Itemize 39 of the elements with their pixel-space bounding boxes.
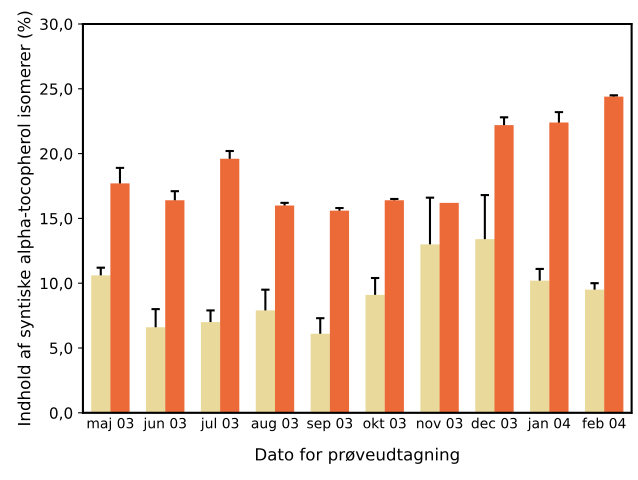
x-tick-label: aug 03	[252, 418, 298, 432]
y-tick-label: 20,0	[40, 148, 72, 162]
x-tick-label: dec 03	[472, 418, 517, 428]
bar	[549, 122, 569, 413]
bar	[330, 210, 350, 413]
bar	[146, 327, 166, 413]
bar	[220, 158, 240, 413]
bar	[475, 239, 494, 413]
x-tick-label: feb 04	[582, 418, 626, 428]
y-tick-label: 10,0	[40, 278, 72, 291]
y-tick-label: 0,0	[50, 407, 72, 420]
bar	[494, 125, 514, 413]
y-tick-label: 5,0	[50, 342, 72, 356]
bar	[310, 334, 330, 413]
bar	[440, 202, 459, 413]
x-tick-label: jan 04	[527, 418, 570, 432]
y-tick-label: 15,0	[40, 212, 72, 226]
bar	[256, 310, 275, 413]
x-tick-label: maj 03	[88, 418, 134, 432]
bar	[91, 275, 110, 413]
bar	[384, 200, 404, 413]
bar	[584, 290, 604, 413]
x-tick-label: jun 03	[143, 418, 186, 432]
bar	[604, 96, 624, 413]
x-tick-label: sep 03	[307, 418, 352, 432]
bar	[274, 205, 294, 413]
bar	[110, 183, 130, 413]
bar	[366, 294, 385, 413]
bar	[530, 280, 550, 413]
bar	[200, 322, 220, 413]
y-axis-title: Indhold af syntiske alpha-tocopherol isomerer (%)	[18, 12, 34, 425]
x-tick-label: jul 03	[200, 418, 238, 432]
x-axis-title: Dato for prøveudtagning	[256, 448, 459, 464]
bar	[420, 244, 440, 413]
x-tick-label: okt 03	[363, 418, 406, 428]
y-tick-label: 30,0	[40, 18, 72, 32]
y-tick-label: 25,0	[40, 83, 72, 96]
x-tick-label: nov 03	[417, 418, 462, 428]
bar	[165, 200, 184, 413]
